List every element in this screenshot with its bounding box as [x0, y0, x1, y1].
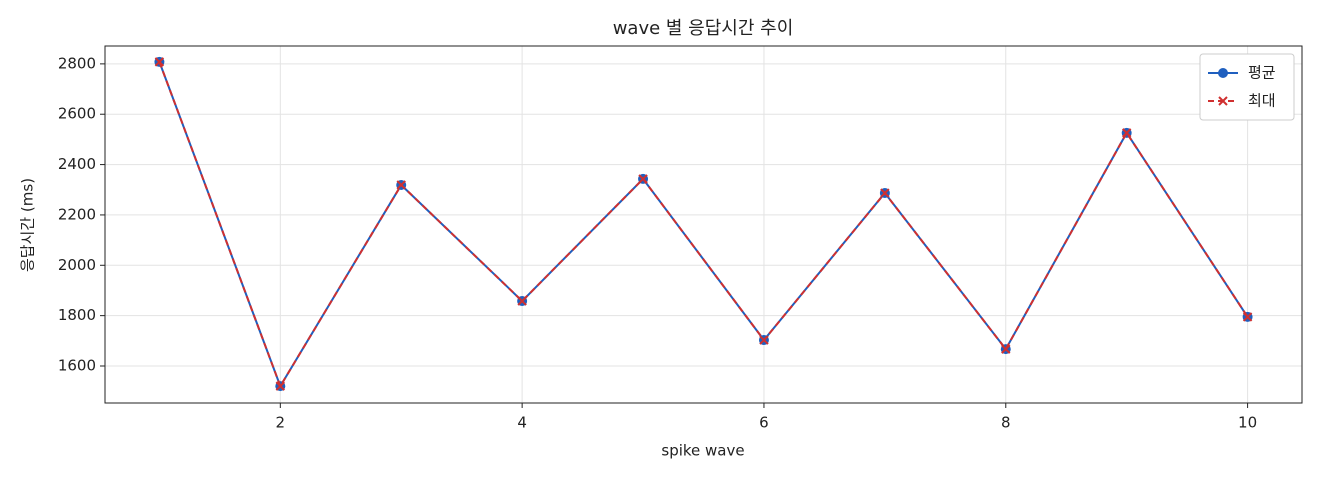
- point: [396, 180, 406, 190]
- point: [1121, 128, 1132, 138]
- point: [638, 174, 648, 184]
- chart-title: wave 별 응답시간 추이: [613, 18, 794, 39]
- point: [759, 335, 769, 345]
- legend-marker: [1218, 68, 1228, 78]
- x-tick-label: 4: [517, 414, 527, 432]
- x-axis-label: spike wave: [661, 442, 744, 460]
- x-tick-label: 2: [276, 414, 286, 432]
- y-tick-label: 2800: [58, 54, 96, 72]
- y-tick-label: 1800: [58, 306, 96, 324]
- point: [154, 57, 165, 67]
- point: [1001, 344, 1011, 354]
- legend-marker: [1218, 96, 1228, 106]
- y-tick-label: 2600: [58, 105, 96, 123]
- x-tick-label: 8: [1001, 414, 1011, 432]
- legend-label: 최대: [1248, 92, 1276, 110]
- x-tick-label: 6: [759, 414, 769, 432]
- y-tick-label: 2000: [58, 256, 96, 274]
- point: [1242, 312, 1253, 322]
- series-line: [158, 61, 1249, 389]
- y-axis-label: 응답시간 (ms): [19, 178, 37, 272]
- point: [275, 381, 286, 391]
- legend-box: [1199, 53, 1295, 121]
- series-line: [158, 61, 1249, 389]
- y-tick-label: 2200: [58, 205, 96, 223]
- y-tick-label: 1600: [58, 356, 96, 374]
- legend-label: 평균: [1248, 64, 1276, 82]
- y-tick-label: 2400: [58, 155, 96, 173]
- x-tick-label: 10: [1238, 414, 1257, 432]
- point: [517, 296, 527, 306]
- plot-frame: [104, 45, 1303, 404]
- point: [880, 188, 890, 198]
